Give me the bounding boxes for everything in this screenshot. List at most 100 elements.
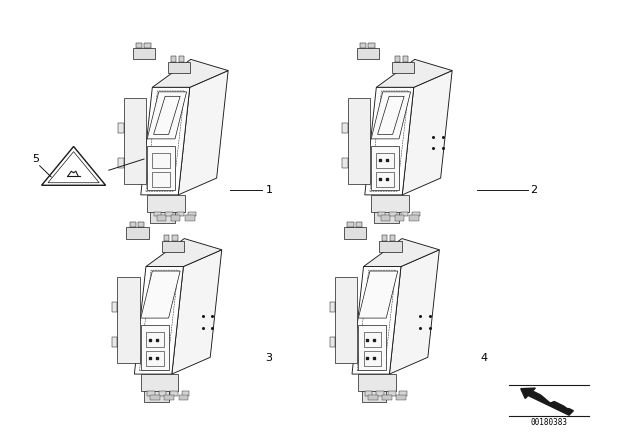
Polygon shape	[144, 389, 169, 402]
Polygon shape	[344, 228, 366, 238]
FancyArrow shape	[521, 388, 573, 415]
Polygon shape	[392, 61, 415, 73]
Polygon shape	[369, 43, 375, 48]
Polygon shape	[164, 236, 169, 241]
Text: 5: 5	[32, 154, 38, 164]
Polygon shape	[357, 48, 380, 59]
Polygon shape	[356, 222, 362, 228]
Polygon shape	[382, 395, 392, 400]
Polygon shape	[412, 212, 420, 216]
Polygon shape	[395, 215, 404, 221]
Polygon shape	[130, 222, 136, 228]
Polygon shape	[358, 271, 398, 318]
Polygon shape	[185, 215, 195, 221]
Polygon shape	[378, 212, 385, 216]
Polygon shape	[136, 43, 142, 48]
Polygon shape	[365, 87, 414, 195]
Polygon shape	[376, 172, 394, 187]
Polygon shape	[152, 172, 170, 187]
Polygon shape	[133, 48, 155, 59]
Polygon shape	[401, 212, 408, 216]
Polygon shape	[188, 212, 196, 216]
Polygon shape	[141, 374, 178, 391]
Polygon shape	[141, 87, 189, 195]
Polygon shape	[182, 391, 189, 396]
Polygon shape	[161, 241, 184, 252]
Polygon shape	[358, 325, 387, 370]
Polygon shape	[381, 215, 390, 221]
Polygon shape	[134, 267, 184, 374]
Polygon shape	[146, 351, 164, 366]
Polygon shape	[117, 277, 140, 363]
Polygon shape	[376, 391, 384, 396]
Polygon shape	[403, 56, 408, 61]
Polygon shape	[159, 391, 166, 396]
Polygon shape	[364, 238, 440, 267]
Text: 1: 1	[266, 185, 273, 195]
Polygon shape	[112, 302, 117, 312]
Polygon shape	[138, 222, 145, 228]
Polygon shape	[409, 215, 419, 221]
Polygon shape	[152, 153, 170, 168]
Polygon shape	[368, 395, 378, 400]
Polygon shape	[395, 56, 400, 61]
Polygon shape	[150, 210, 175, 223]
Polygon shape	[147, 146, 175, 190]
Polygon shape	[141, 271, 180, 318]
Polygon shape	[177, 212, 184, 216]
Polygon shape	[374, 210, 399, 223]
Polygon shape	[178, 71, 228, 195]
Polygon shape	[147, 195, 184, 212]
Polygon shape	[403, 71, 452, 195]
Polygon shape	[144, 43, 150, 48]
Polygon shape	[376, 153, 394, 168]
Polygon shape	[362, 389, 387, 402]
Polygon shape	[124, 98, 146, 184]
Polygon shape	[172, 250, 222, 374]
Polygon shape	[352, 267, 401, 374]
Text: 3: 3	[266, 353, 273, 363]
Text: 4: 4	[480, 353, 487, 363]
Polygon shape	[348, 98, 370, 184]
Polygon shape	[364, 351, 381, 366]
Polygon shape	[170, 391, 178, 396]
Polygon shape	[388, 391, 396, 396]
Polygon shape	[141, 325, 169, 370]
Polygon shape	[335, 277, 357, 363]
Polygon shape	[168, 61, 191, 73]
Text: 00180383: 00180383	[531, 418, 567, 427]
Polygon shape	[112, 337, 117, 347]
Polygon shape	[118, 123, 124, 133]
Polygon shape	[118, 158, 124, 168]
Polygon shape	[164, 395, 174, 400]
Polygon shape	[396, 395, 406, 400]
Polygon shape	[342, 123, 348, 133]
Polygon shape	[146, 332, 164, 347]
Polygon shape	[330, 337, 335, 347]
Polygon shape	[380, 241, 402, 252]
Polygon shape	[365, 391, 372, 396]
Polygon shape	[179, 56, 184, 61]
Polygon shape	[127, 228, 149, 238]
Polygon shape	[165, 212, 173, 216]
Polygon shape	[364, 332, 381, 347]
Polygon shape	[330, 302, 335, 312]
Polygon shape	[358, 374, 396, 391]
Polygon shape	[389, 212, 397, 216]
Polygon shape	[371, 92, 411, 139]
Polygon shape	[173, 236, 178, 241]
Polygon shape	[157, 215, 166, 221]
Polygon shape	[347, 222, 354, 228]
Polygon shape	[371, 146, 399, 190]
Polygon shape	[371, 195, 409, 212]
Polygon shape	[342, 158, 348, 168]
Polygon shape	[360, 43, 366, 48]
Polygon shape	[376, 59, 452, 87]
Polygon shape	[390, 236, 396, 241]
Text: 2: 2	[530, 185, 537, 195]
Polygon shape	[381, 236, 387, 241]
Polygon shape	[147, 92, 187, 139]
Polygon shape	[147, 391, 155, 396]
Polygon shape	[170, 56, 175, 61]
Polygon shape	[179, 395, 188, 400]
